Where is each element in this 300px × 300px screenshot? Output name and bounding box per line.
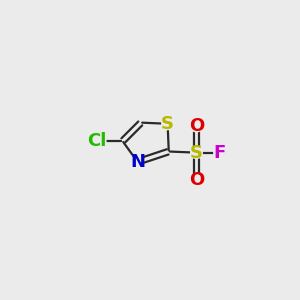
Text: S: S	[161, 115, 174, 133]
Text: N: N	[130, 153, 145, 171]
Circle shape	[214, 147, 225, 158]
Text: O: O	[189, 117, 204, 135]
Text: Cl: Cl	[88, 132, 107, 150]
Circle shape	[132, 156, 143, 168]
Text: F: F	[214, 144, 226, 162]
Text: S: S	[190, 144, 203, 162]
Circle shape	[88, 132, 106, 150]
Text: O: O	[189, 171, 204, 189]
Circle shape	[191, 147, 202, 158]
Circle shape	[191, 120, 202, 132]
Circle shape	[191, 175, 202, 186]
Circle shape	[162, 118, 173, 130]
